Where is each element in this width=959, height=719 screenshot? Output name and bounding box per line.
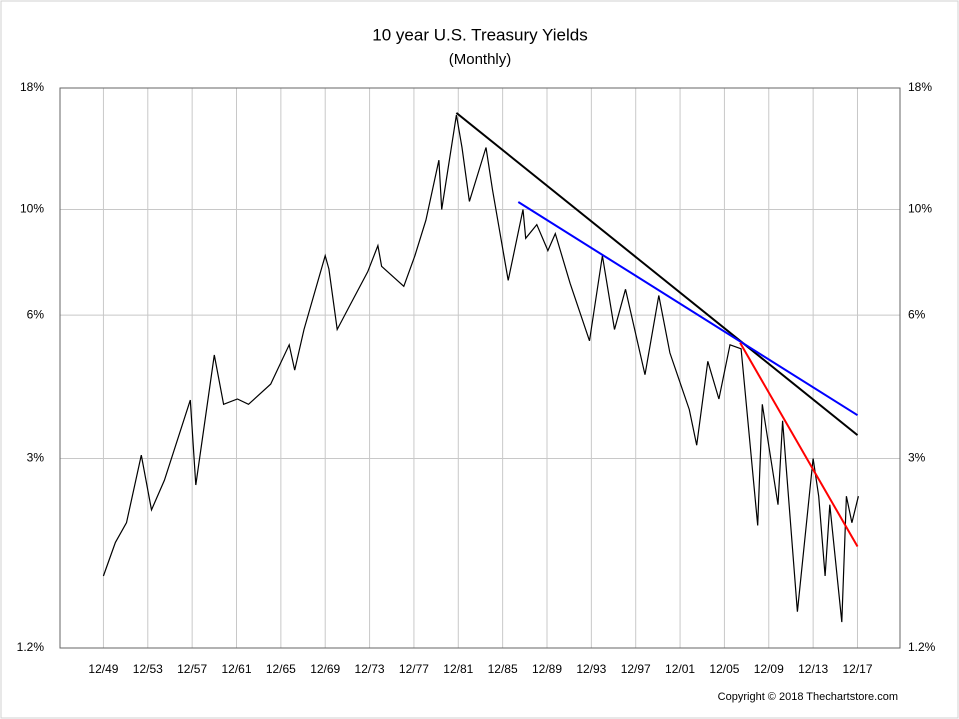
x-tick-label: 12/61 xyxy=(221,662,251,676)
x-tick-label: 12/13 xyxy=(798,662,828,676)
x-tick-label: 12/01 xyxy=(665,662,695,676)
y-tick-label: 10% xyxy=(20,202,44,216)
x-tick-label: 12/17 xyxy=(842,662,872,676)
x-tick-label: 12/85 xyxy=(488,662,518,676)
yield-line xyxy=(102,114,859,623)
x-tick-label: 12/09 xyxy=(754,662,784,676)
x-tick-label: 12/77 xyxy=(399,662,429,676)
x-tick-label: 12/57 xyxy=(177,662,207,676)
plot-border xyxy=(59,87,901,649)
x-tick-label: 12/81 xyxy=(443,662,473,676)
y2-tick-label: 1.2% xyxy=(908,640,936,654)
trend-line xyxy=(455,112,859,436)
y2-tick-label: 18% xyxy=(908,80,932,94)
x-tick-label: 12/53 xyxy=(133,662,163,676)
y2-tick-label: 10% xyxy=(908,202,932,216)
y2-tick-label: 6% xyxy=(908,307,926,321)
trend-line xyxy=(739,342,859,547)
y-tick-label: 6% xyxy=(27,307,45,321)
x-tick-label: 12/65 xyxy=(266,662,296,676)
y-tick-label: 1.2% xyxy=(17,640,45,654)
x-tick-label: 12/69 xyxy=(310,662,340,676)
copyright: Copyright © 2018 Thechartstore.com xyxy=(718,691,898,703)
y2-tick-label: 3% xyxy=(908,451,926,465)
chart-subtitle: (Monthly) xyxy=(449,51,512,68)
x-tick-label: 12/93 xyxy=(576,662,606,676)
x-tick-label: 12/73 xyxy=(355,662,385,676)
y-tick-label: 18% xyxy=(20,80,44,94)
x-tick-label: 12/97 xyxy=(621,662,651,676)
x-tick-label: 12/05 xyxy=(709,662,739,676)
trend-line xyxy=(517,201,859,417)
chart-title: 10 year U.S. Treasury Yields xyxy=(372,25,587,44)
x-tick-label: 12/89 xyxy=(532,662,562,676)
x-tick-label: 12/49 xyxy=(88,662,118,676)
y-tick-label: 3% xyxy=(27,451,45,465)
